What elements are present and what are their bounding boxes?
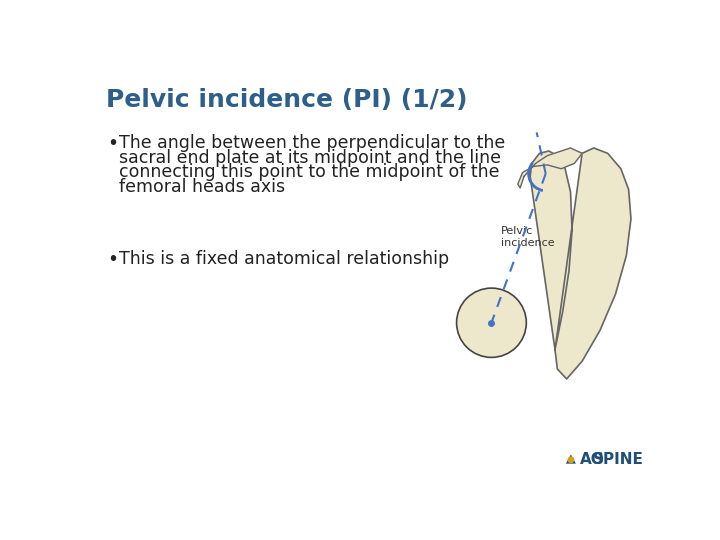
Polygon shape — [518, 148, 582, 188]
Text: connecting this point to the midpoint of the: connecting this point to the midpoint of… — [120, 164, 500, 181]
Polygon shape — [530, 148, 631, 379]
Text: Pelvic incidence (PI) (1/2): Pelvic incidence (PI) (1/2) — [106, 88, 467, 112]
Text: The angle between the perpendicular to the: The angle between the perpendicular to t… — [120, 134, 505, 152]
Text: •: • — [107, 134, 118, 153]
Text: Pelvic
incidence: Pelvic incidence — [500, 226, 554, 248]
Text: This is a fixed anatomical relationship: This is a fixed anatomical relationship — [120, 249, 449, 268]
Text: •: • — [107, 249, 118, 268]
Circle shape — [568, 457, 574, 462]
Text: AO: AO — [580, 451, 605, 467]
Text: sacral end plate at its midpoint and the line: sacral end plate at its midpoint and the… — [120, 148, 501, 167]
Text: SPINE: SPINE — [593, 451, 644, 467]
Text: femoral heads axis: femoral heads axis — [120, 178, 286, 196]
Circle shape — [456, 288, 526, 357]
Polygon shape — [566, 455, 576, 464]
